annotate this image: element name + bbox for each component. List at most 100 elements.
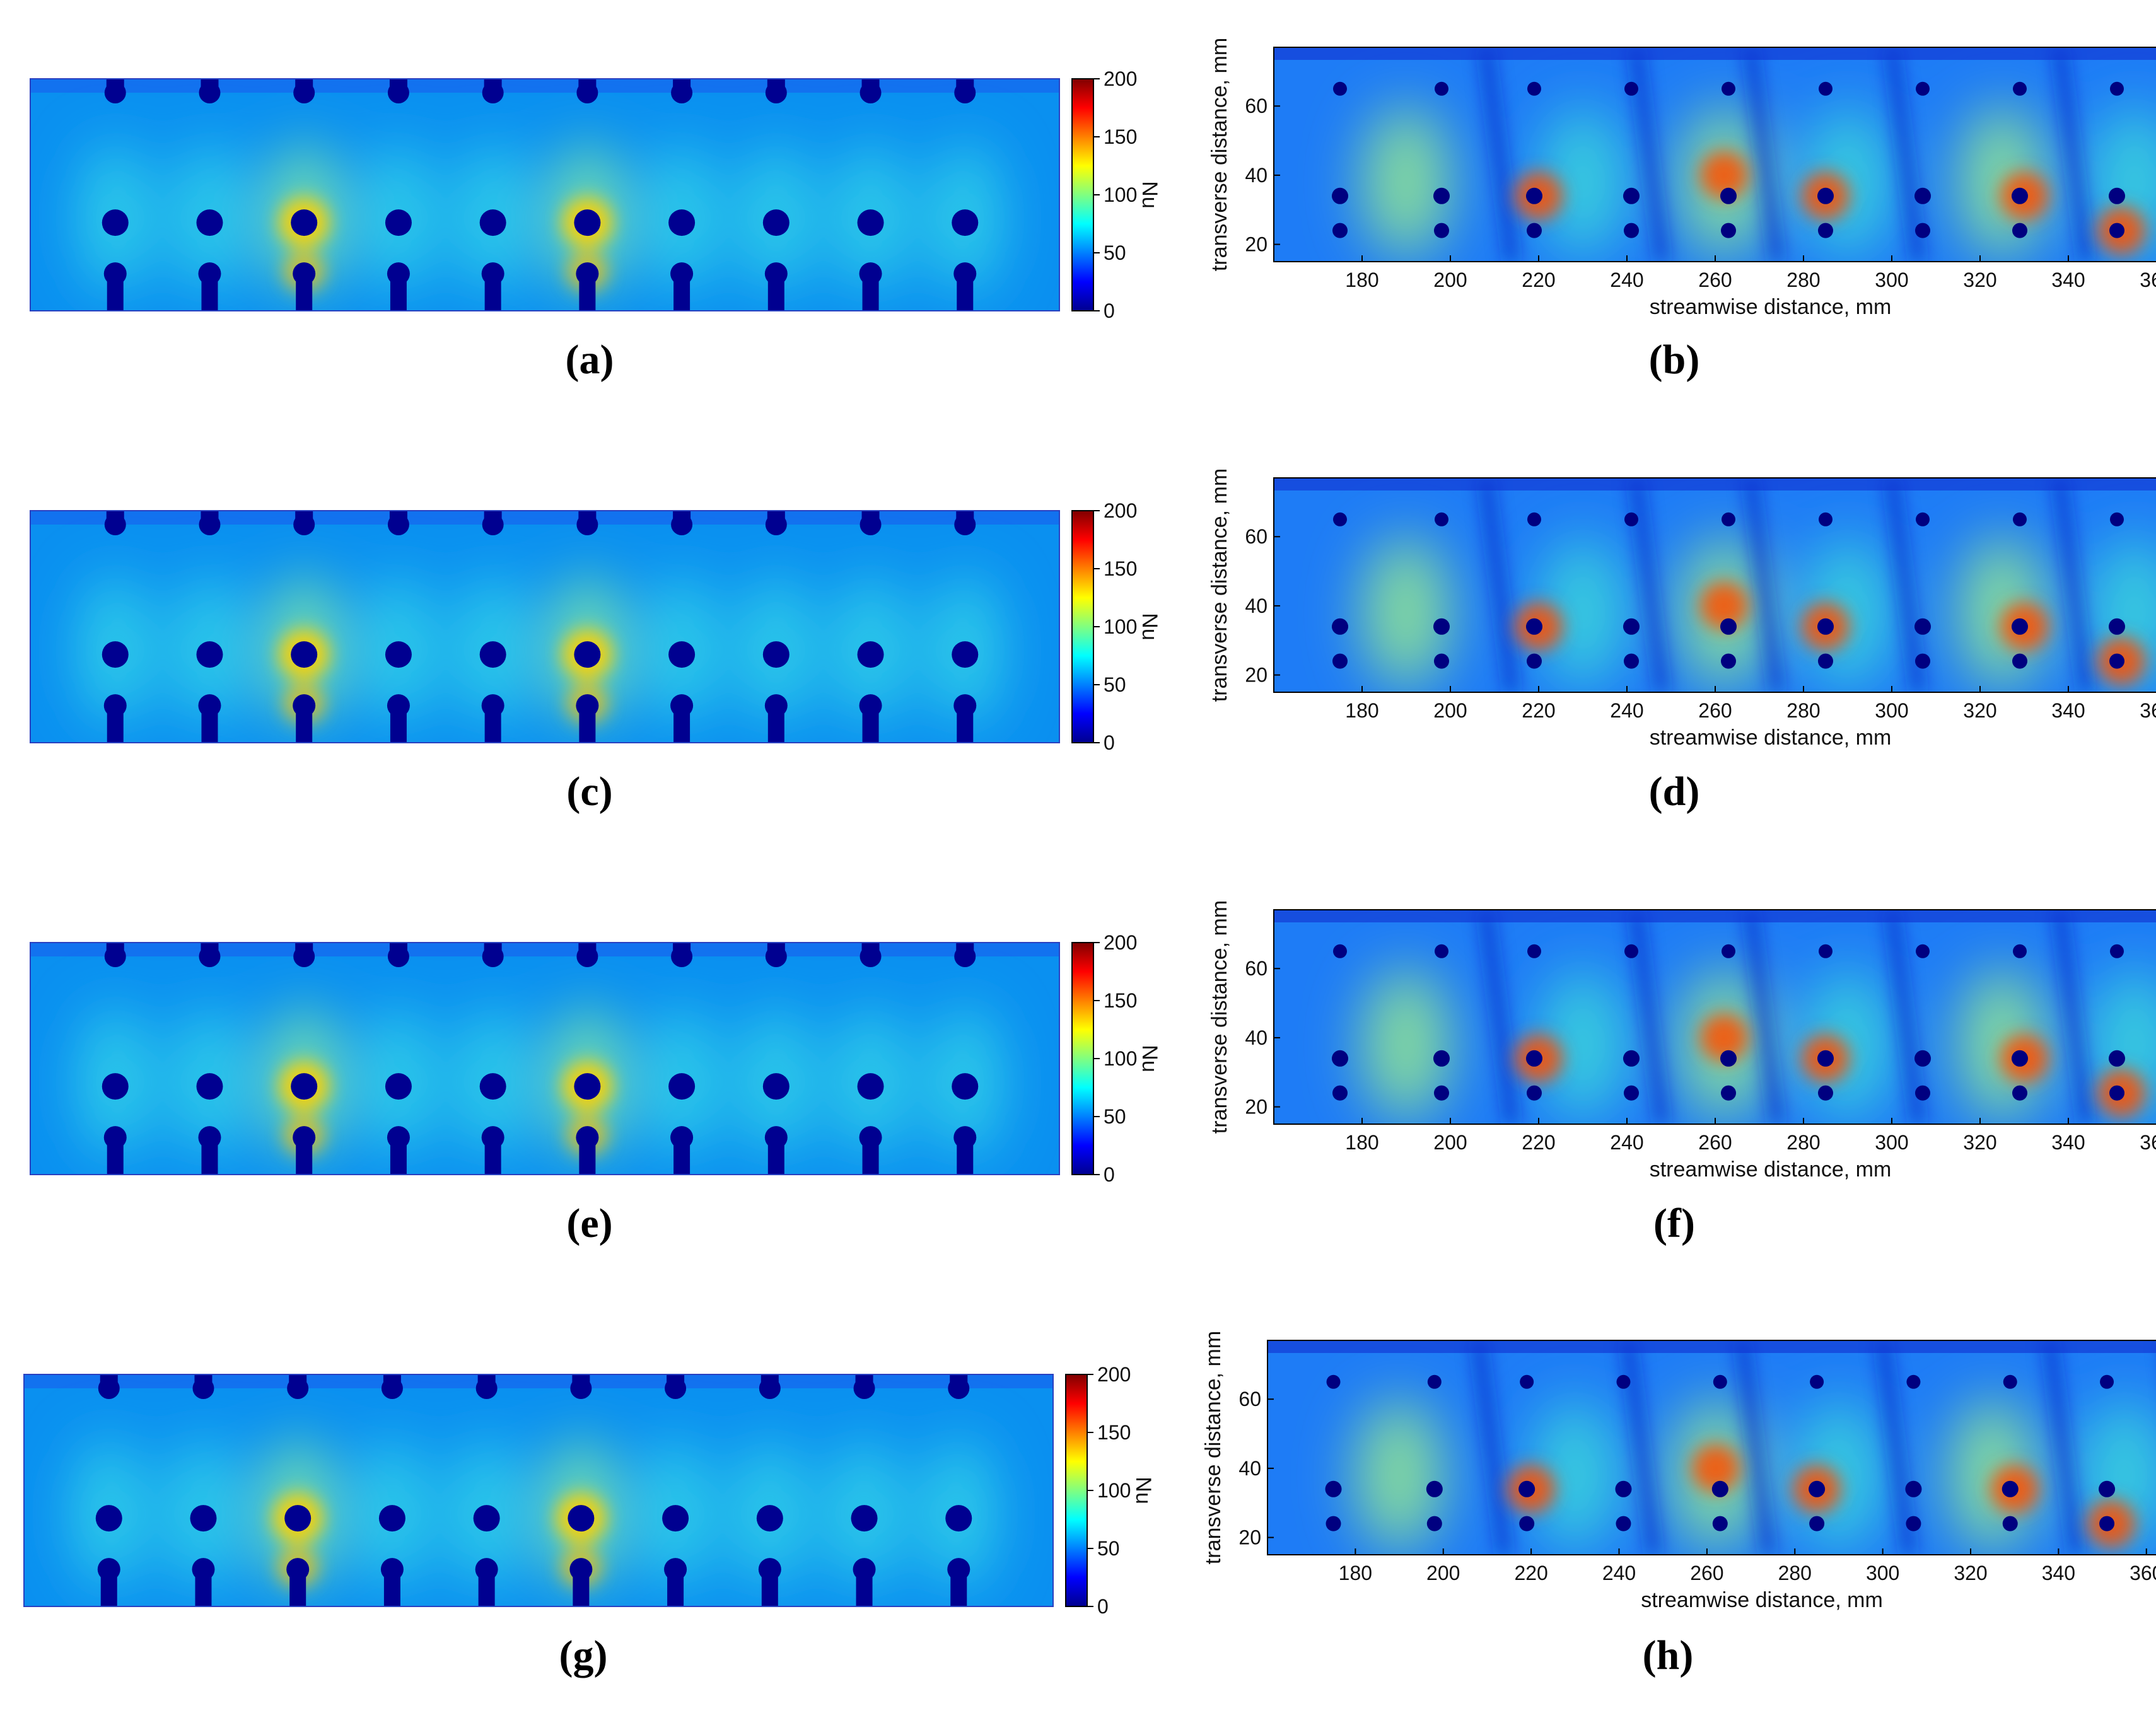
edge-band	[1274, 910, 2156, 922]
x-tick-label: 280	[1778, 1562, 1812, 1584]
x-tick-label: 260	[1698, 269, 1732, 291]
wake-streak	[2044, 1340, 2082, 1555]
wake-streak	[1480, 47, 1518, 262]
bottom-pin-stem	[856, 1569, 873, 1606]
colorbar-tick-label: 50	[1097, 1537, 1120, 1560]
bottom-pin	[2002, 1516, 2018, 1531]
wake-streak	[2054, 478, 2092, 692]
bottom-pin-stem	[484, 706, 501, 743]
panel-label-b: (b)	[1649, 337, 1700, 383]
edge-band	[30, 943, 1059, 956]
top-pin	[482, 946, 504, 967]
middle-pin	[1623, 1050, 1640, 1067]
x-tick-label: 180	[1345, 699, 1378, 722]
bottom-pin-stem	[767, 274, 784, 311]
y-tick-label: 60	[1238, 1388, 1261, 1410]
x-tick-label: 180	[1339, 1562, 1372, 1584]
plot-frame	[1273, 909, 2156, 1125]
top-pin	[765, 946, 787, 967]
bottom-pin-stem	[107, 706, 124, 743]
middle-pin	[378, 1505, 405, 1532]
top-pin	[1819, 944, 1833, 958]
heat-glow	[1958, 537, 2046, 688]
bottom-pin	[2012, 1085, 2027, 1101]
x-tick-label: 240	[1602, 1562, 1636, 1584]
top-pin	[1810, 1374, 1824, 1389]
top-pin	[1916, 944, 1930, 958]
bottom-pin-stem	[957, 706, 974, 743]
bottom-pin-stem	[390, 706, 407, 743]
bottom-pin	[2012, 653, 2027, 669]
heatmap-panel-f: 180200220240260280300320340360380204060s…	[1208, 900, 2156, 1182]
middle-pin	[1914, 1050, 1931, 1067]
wake-streak	[1736, 1340, 1774, 1555]
top-pin	[199, 514, 221, 535]
middle-pin	[1914, 618, 1931, 635]
top-pin	[482, 82, 504, 103]
bottom-pin-stem	[201, 1137, 218, 1175]
wake-streak	[1745, 47, 1783, 262]
wake-streak	[1480, 910, 1518, 1124]
x-tick-label: 300	[1875, 699, 1908, 722]
heat-glow	[1958, 968, 2046, 1120]
colorbar-tick-label: 200	[1104, 931, 1137, 954]
bottom-pin-stem	[673, 1137, 691, 1175]
y-tick-label: 60	[1245, 95, 1267, 117]
wake-streak	[2054, 910, 2092, 1124]
middle-pin	[851, 1505, 878, 1532]
heat-glow	[1539, 537, 1627, 688]
middle-pin	[1817, 187, 1834, 204]
y-tick-label: 40	[1245, 595, 1267, 617]
colorbar-tick-label: 0	[1104, 731, 1115, 754]
top-pin	[765, 514, 787, 535]
hot-spot	[1700, 1013, 1748, 1062]
middle-pin	[945, 1505, 972, 1532]
bottom-pin-stem	[579, 274, 596, 311]
bottom-pin-stem	[673, 274, 691, 311]
panel-label-e: (e)	[566, 1200, 612, 1246]
middle-pin	[2109, 187, 2125, 204]
top-pin	[1819, 81, 1833, 96]
top-pin	[2013, 944, 2027, 958]
bottom-pin	[1527, 653, 1542, 669]
x-tick-label: 260	[1690, 1562, 1723, 1584]
top-pin	[1722, 512, 1735, 526]
bottom-pin	[1818, 653, 1833, 669]
heat-glow	[1948, 1399, 2037, 1551]
top-pin	[765, 82, 787, 103]
middle-pin	[1332, 618, 1348, 635]
top-pin	[570, 1378, 592, 1399]
top-pin	[104, 946, 126, 967]
heat-glow	[1362, 537, 1450, 688]
bottom-pin	[1721, 1085, 1736, 1101]
bottom-pin	[1712, 1516, 1728, 1531]
bottom-pin	[1434, 223, 1449, 238]
top-pin	[1624, 512, 1638, 526]
bottom-pin	[2109, 653, 2124, 669]
bottom-pin-stem	[390, 1137, 407, 1175]
bottom-pin-stem	[950, 1569, 967, 1606]
x-tick-label: 220	[1522, 699, 1555, 722]
y-tick-label: 60	[1245, 525, 1267, 548]
top-pin	[576, 82, 598, 103]
plot-frame	[1273, 477, 2156, 693]
x-tick-label: 220	[1522, 269, 1555, 291]
heatmap-panel-g	[23, 1374, 1054, 1607]
middle-pin	[762, 641, 790, 668]
middle-pin	[952, 641, 979, 668]
heatmap-panel-a	[30, 78, 1060, 311]
middle-pin	[1809, 1480, 1826, 1497]
bottom-pin	[1906, 1516, 1921, 1531]
top-pin	[475, 1378, 498, 1399]
middle-pin	[479, 641, 506, 668]
middle-pin	[568, 1505, 595, 1532]
x-tick-label: 320	[1954, 1562, 1987, 1584]
wake-streak	[1886, 478, 1924, 692]
top-pin	[1624, 944, 1638, 958]
top-pin	[1427, 1374, 1442, 1389]
middle-pin	[190, 1505, 217, 1532]
x-axis-label: streamwise distance, mm	[1650, 1158, 1892, 1182]
colorbar-tick-label: 100	[1097, 1479, 1131, 1502]
middle-pin	[291, 1073, 318, 1100]
top-pin	[104, 82, 126, 103]
